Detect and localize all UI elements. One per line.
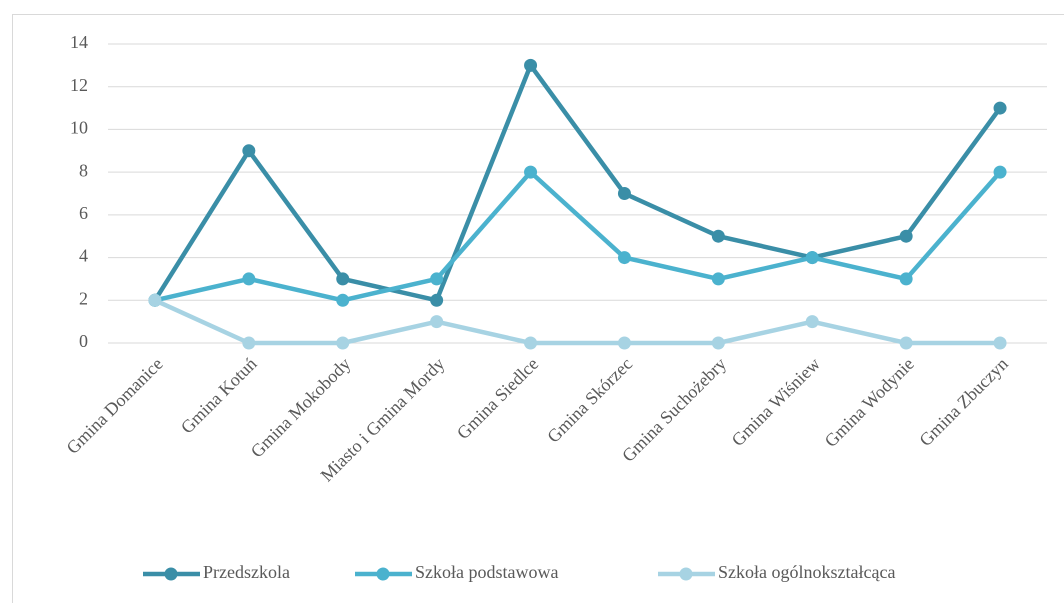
data-point (336, 293, 350, 307)
data-point (711, 272, 725, 286)
y-tick-label: 0 (79, 331, 88, 351)
data-point (993, 336, 1007, 350)
x-tick-label: Gmina Skórzec (543, 354, 636, 447)
data-point (993, 101, 1007, 115)
y-tick-label: 12 (70, 75, 88, 95)
data-point (336, 272, 350, 286)
x-tick-label: Gmina Suchożebry (618, 354, 730, 466)
data-point (242, 272, 256, 286)
data-point (242, 336, 256, 350)
y-tick-label: 4 (79, 246, 88, 266)
data-point (805, 251, 819, 265)
x-tick-label: Gmina Kotuń (177, 354, 261, 438)
x-tick-label: Gmina Wodynie (821, 354, 918, 451)
x-tick-label: Gmina Zbuczyn (915, 354, 1011, 450)
data-point (617, 187, 631, 200)
y-tick-label: 6 (79, 203, 88, 223)
y-tick-label: 2 (79, 288, 88, 308)
series-line (154, 298, 1001, 346)
legend-label: Szkoła podstawowa (415, 562, 558, 582)
legend-marker (376, 567, 390, 581)
y-tick-label: 14 (70, 32, 88, 52)
legend-marker (164, 567, 178, 581)
data-point (524, 165, 538, 179)
chart-border (12, 14, 1064, 603)
series-line (154, 169, 1002, 303)
x-tick-label: Gmina Siedlce (453, 354, 542, 443)
data-point (242, 144, 256, 158)
series-line (153, 63, 1002, 303)
data-point (899, 272, 913, 286)
x-tick-label: Gmina Mokobody (247, 354, 355, 462)
data-point (899, 229, 913, 243)
legend-label: Przedszkola (203, 562, 290, 582)
y-tick-label: 10 (70, 118, 88, 138)
data-point (617, 251, 631, 265)
data-point (148, 293, 162, 307)
legend-label: Szkoła ogólnokształcąca (718, 562, 895, 582)
x-tick-label: Gmina Wiśniew (728, 354, 824, 450)
data-point (524, 58, 538, 72)
data-point (993, 165, 1007, 179)
data-point (805, 315, 819, 329)
data-point (617, 336, 631, 350)
data-point (430, 293, 444, 307)
x-tick-label: Gmina Domanice (62, 354, 166, 458)
legend-marker (679, 567, 693, 581)
data-point (711, 336, 725, 350)
y-tick-label: 8 (79, 160, 88, 180)
data-point (336, 336, 350, 350)
data-point (711, 229, 725, 243)
data-point (430, 315, 444, 329)
data-point (430, 272, 444, 286)
data-point (899, 336, 913, 350)
data-point (524, 336, 538, 350)
